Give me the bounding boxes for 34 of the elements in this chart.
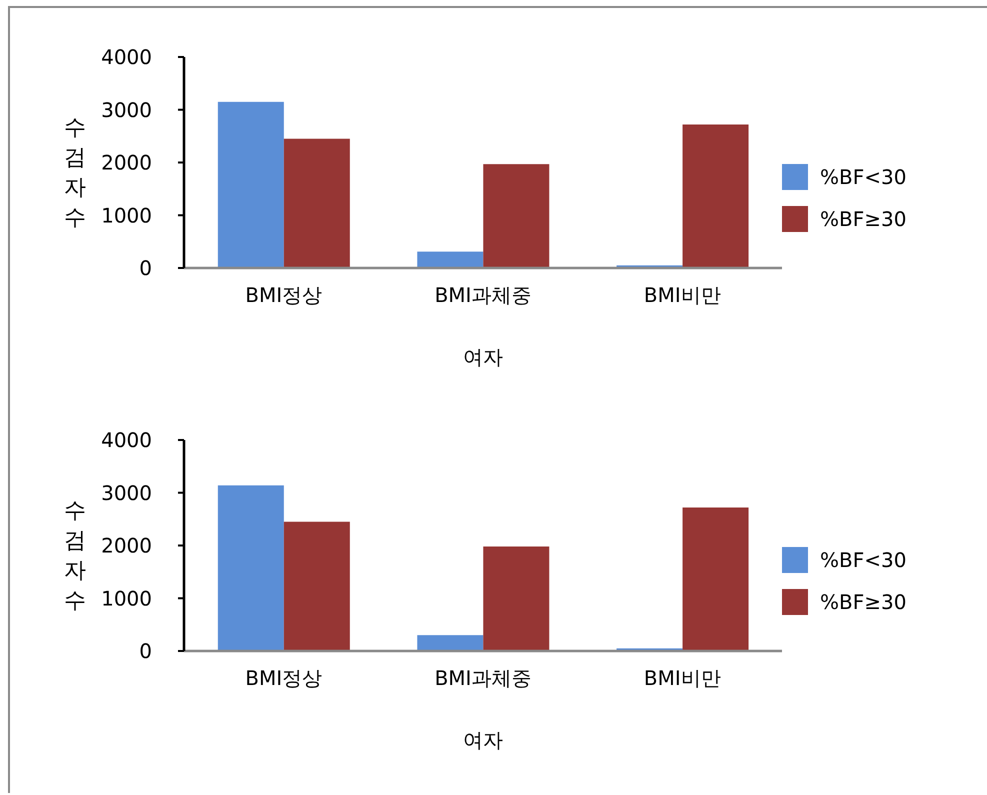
x-tick-label: BMI비만 <box>644 283 721 308</box>
bar <box>483 546 550 651</box>
bar <box>417 252 484 268</box>
y-tick-label: 1000 <box>101 203 152 228</box>
bar <box>218 102 284 268</box>
bar <box>284 522 350 651</box>
y-axis-title: 수검자수 <box>64 498 86 613</box>
bar <box>218 485 284 651</box>
y-tick-label: 2000 <box>101 150 152 175</box>
legend-label: %BF≥30 <box>820 590 906 614</box>
legend-label: %BF<30 <box>820 165 906 189</box>
x-axis-title: 여자 <box>463 345 503 369</box>
x-tick-label: BMI과체중 <box>434 666 532 690</box>
bar <box>483 164 550 268</box>
y-tick-label: 0 <box>139 639 152 664</box>
x-tick-label: BMI정상 <box>245 666 322 690</box>
bar <box>417 635 484 651</box>
bar <box>682 508 749 651</box>
legend-label: %BF<30 <box>820 548 906 572</box>
y-tick-label: 0 <box>139 256 152 280</box>
x-tick-label: BMI정상 <box>245 283 322 308</box>
bar <box>682 124 749 268</box>
y-tick-label: 1000 <box>101 586 152 610</box>
y-tick-label: 2000 <box>101 534 152 558</box>
y-tick-label: 4000 <box>101 45 152 70</box>
x-axis-title: 여자 <box>463 728 503 752</box>
bar <box>284 138 350 268</box>
y-tick-label: 3000 <box>101 98 152 122</box>
x-tick-label: BMI과체중 <box>434 283 532 308</box>
legend-label: %BF≥30 <box>820 207 906 231</box>
y-tick-label: 4000 <box>101 428 152 452</box>
y-tick-label: 3000 <box>101 480 152 505</box>
y-axis-title: 수검자수 <box>64 115 86 230</box>
x-tick-label: BMI비만 <box>644 666 721 690</box>
